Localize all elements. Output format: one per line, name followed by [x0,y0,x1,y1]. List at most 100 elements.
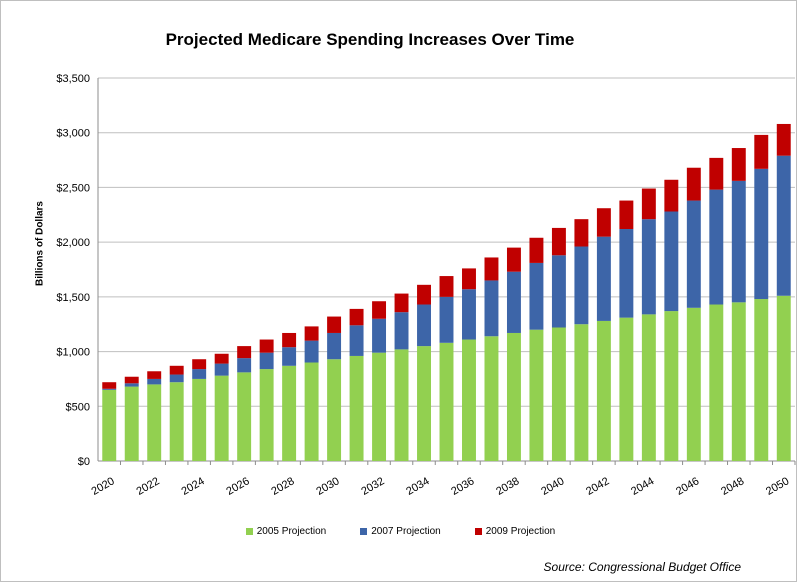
bar-segment-2007 [731,180,746,303]
bar-segment-2005 [506,332,521,461]
bar-segment-2009 [462,268,476,290]
bar-segment-2005 [596,320,611,461]
bar-segment-2007 [417,304,431,347]
x-tick-label: 2034 [404,475,431,498]
bar-segment-2009 [417,284,431,305]
legend-item-2007: 2007 Projection [360,526,441,537]
x-tick-label: 2032 [359,475,386,498]
bar-segment-2007 [439,296,454,343]
x-tick-label: 2048 [719,475,746,498]
x-tick-label: 2028 [269,475,296,498]
bar-segment-2009 [574,219,589,247]
bar-segment-2009 [169,365,184,375]
x-tick-label: 2030 [314,475,341,498]
bar-segment-2005 [484,336,499,461]
bar-segment-2009 [641,188,656,220]
x-tick-label: 2046 [674,475,701,498]
source-note: Source: Congressional Budget Office [543,560,741,574]
bar-segment-2009 [506,247,521,272]
bar-segment-2009 [192,359,207,370]
bar-segment-2007 [124,383,139,387]
bar-segment-2009 [529,237,544,263]
bar-segment-2007 [349,325,364,356]
bar-segment-2009 [664,179,679,212]
bar-segment-2009 [304,326,319,341]
bar-segment-2005 [686,307,701,461]
legend-swatch-2005 [245,528,253,535]
y-tick-label: $1,500 [56,292,90,304]
bar-segment-2005 [439,342,454,461]
chart-title: Projected Medicare Spending Increases Ov… [165,30,575,49]
bar-segment-2009 [731,148,746,181]
bar-segment-2005 [259,369,274,461]
bar-segment-2007 [394,312,409,350]
bar-segment-2005 [754,299,769,461]
bar-segment-2007 [484,280,499,337]
bar-segment-2009 [619,200,634,230]
x-tick-label: 2022 [135,475,162,498]
bar-segment-2007 [462,289,476,340]
legend-label-2009: 2009 Projection [485,526,556,537]
bar-segment-2005 [394,349,409,461]
y-tick-label: $500 [66,401,90,413]
bar-segment-2007 [327,332,342,360]
bar-segment-2005 [372,352,387,461]
bar-segment-2007 [574,246,589,325]
bar-segment-2007 [551,255,566,328]
bar-segment-2009 [596,208,611,237]
bar-segment-2007 [754,168,769,300]
x-tick-label: 2024 [179,475,206,498]
bar-segment-2009 [484,257,499,281]
bar-segment-2005 [282,365,297,461]
bar-segment-2009 [147,371,162,379]
bar-segment-2007 [192,369,207,379]
legend-item-2005: 2005 Projection [245,526,327,537]
x-tick-label: 2044 [629,475,656,498]
legend-label-2007: 2007 Projection [371,526,441,537]
x-tick-label: 2026 [224,475,251,498]
legend-swatch-2009 [474,528,482,535]
bar-segment-2007 [304,340,319,363]
bar-segment-2005 [551,327,566,461]
bar-segment-2009 [372,301,387,319]
bar-segment-2009 [349,308,364,326]
bar-segment-2007 [664,211,679,312]
legend-label-2005: 2005 Projection [256,526,327,537]
bar-segment-2007 [169,374,184,383]
bar-segment-2005 [214,375,229,461]
bar-segment-2005 [169,382,184,461]
bar-segment-2009 [686,167,701,201]
legend-swatch-2007 [360,528,368,535]
bar-segment-2005 [237,372,252,461]
legend-item-2009: 2009 Projection [474,526,556,537]
bar-segment-2009 [394,293,409,313]
bar-segment-2005 [417,346,431,461]
bar-segment-2005 [574,324,589,461]
x-tick-label: 2042 [584,475,611,498]
bar-segment-2007 [686,200,701,308]
bar-segment-2005 [776,295,791,461]
bar-segment-2007 [259,352,274,370]
bar-segment-2009 [439,276,454,297]
bar-segment-2009 [237,346,252,359]
bar-segment-2009 [776,123,791,156]
legend: 2005 Projection 2007 Projection 2009 Pro… [0,526,801,537]
bar-segment-2005 [192,378,207,461]
bar-segment-2009 [102,382,117,389]
bar-segment-2009 [282,332,297,348]
bar-segment-2007 [147,378,162,385]
y-tick-label: $3,000 [56,128,90,140]
bar-segment-2005 [619,317,634,461]
x-tick-label: 2038 [494,475,521,498]
bar-segment-2007 [529,262,544,330]
bar-segment-2009 [124,376,139,384]
bar-segment-2007 [619,229,634,318]
bar-segment-2009 [327,316,342,333]
bar-segment-2005 [664,311,679,461]
bar-segment-2007 [214,363,229,376]
bar-segment-2009 [214,353,229,364]
bar-segment-2007 [237,358,252,373]
x-tick-label: 2020 [90,475,117,498]
bar-segment-2005 [709,304,724,461]
